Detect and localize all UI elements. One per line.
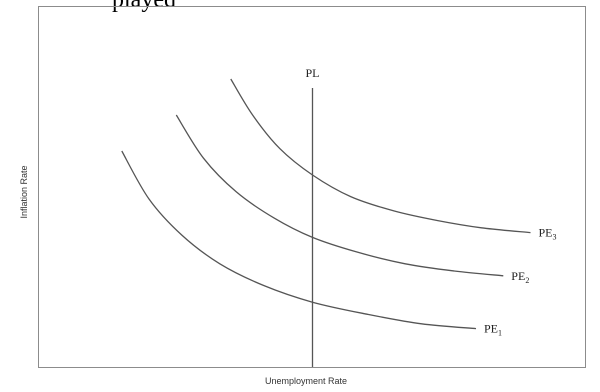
curve-label-pe1: PE1 — [484, 322, 502, 338]
curve-label-pe2: PE2 — [511, 269, 529, 285]
curve-pe3 — [230, 78, 531, 234]
pl-line-label: PL — [305, 66, 319, 80]
x-axis-label: Unemployment Rate — [264, 376, 348, 386]
curve-pe1 — [121, 150, 477, 330]
curve-pe2 — [175, 114, 504, 277]
curve-label-pe3: PE3 — [539, 226, 557, 242]
chart-frame — [38, 6, 586, 368]
curves-group: PE1 PE2 PE3 — [121, 78, 557, 338]
